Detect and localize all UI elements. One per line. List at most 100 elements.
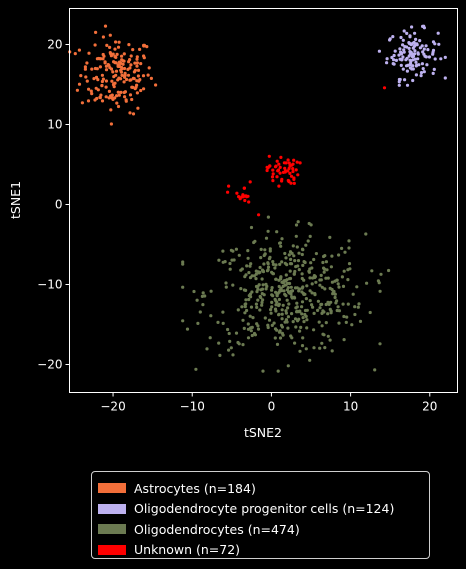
point-oligodendrocytes — [305, 318, 309, 322]
point-unknown — [273, 165, 278, 169]
legend-swatch-oligodendrocytes — [98, 524, 126, 535]
point-astrocytes — [113, 47, 117, 51]
point-oligodendrocytes — [274, 303, 278, 307]
point-astrocytes — [125, 77, 129, 82]
point-oligodendrocytes — [285, 320, 289, 324]
point-astrocytes — [131, 48, 135, 52]
point-astrocytes — [94, 30, 98, 34]
point-oligodendrocytes — [337, 309, 341, 313]
point-oligodendrocytes — [317, 320, 321, 324]
point-astrocytes — [116, 104, 121, 109]
point-oligodendrocytes — [277, 313, 281, 317]
point-oligodendrocytes — [266, 215, 270, 219]
point-oligodendrocytes — [231, 283, 235, 287]
point-oligodendrocytes — [301, 263, 305, 267]
point-oligodendrocytes — [221, 321, 225, 325]
point-astrocytes — [132, 77, 136, 81]
point-oligodendrocytes — [249, 262, 253, 266]
point-astrocytes — [112, 85, 116, 89]
point-oligodendrocytes — [292, 272, 296, 276]
point-unknown — [286, 169, 290, 173]
point-oligodendrocyte-progenitor-cells — [398, 47, 402, 51]
point-oligodendrocytes — [300, 305, 304, 309]
point-oligodendrocytes — [306, 239, 310, 243]
point-oligodendrocyte-progenitor-cells — [421, 67, 425, 71]
point-oligodendrocytes — [326, 312, 330, 316]
point-oligodendrocyte-progenitor-cells — [411, 64, 415, 68]
point-oligodendrocytes — [282, 289, 286, 293]
point-oligodendrocytes — [242, 326, 246, 330]
point-oligodendrocytes — [280, 237, 284, 241]
point-astrocytes — [87, 51, 91, 55]
point-oligodendrocytes — [330, 349, 334, 353]
x-axis-ticks: −20 −10 0 10 20 — [100, 392, 437, 414]
point-astrocytes — [83, 67, 87, 71]
point-oligodendrocytes — [274, 290, 278, 294]
point-oligodendrocytes — [248, 314, 252, 318]
point-oligodendrocyte-progenitor-cells — [413, 31, 417, 35]
point-astrocytes — [114, 69, 119, 73]
point-oligodendrocytes — [324, 321, 328, 325]
point-oligodendrocyte-progenitor-cells — [388, 37, 392, 41]
point-oligodendrocytes — [224, 281, 228, 285]
point-oligodendrocytes — [373, 368, 377, 372]
point-oligodendrocyte-progenitor-cells — [443, 55, 447, 60]
point-oligodendrocytes — [308, 289, 312, 293]
point-oligodendrocytes — [323, 346, 327, 350]
point-astrocytes — [95, 96, 99, 101]
point-oligodendrocyte-progenitor-cells — [405, 56, 409, 61]
point-astrocytes — [142, 54, 146, 58]
point-oligodendrocytes — [343, 250, 347, 254]
point-oligodendrocytes — [342, 269, 346, 273]
point-unknown — [292, 176, 296, 180]
point-astrocytes — [147, 66, 151, 70]
point-oligodendrocytes — [293, 269, 297, 274]
point-oligodendrocytes — [231, 353, 235, 357]
point-oligodendrocytes — [279, 286, 283, 290]
point-oligodendrocytes — [289, 334, 293, 338]
point-astrocytes — [154, 83, 158, 87]
point-oligodendrocytes — [314, 252, 318, 256]
point-oligodendrocytes — [262, 253, 266, 258]
point-oligodendrocytes — [294, 265, 298, 269]
point-astrocytes — [138, 47, 142, 52]
y-axis-ticks: −20 −10 0 10 20 — [37, 38, 70, 372]
point-astrocytes — [110, 79, 114, 83]
point-unknown — [294, 168, 298, 172]
point-unknown — [278, 171, 282, 175]
point-oligodendrocyte-progenitor-cells — [385, 61, 389, 65]
point-oligodendrocyte-progenitor-cells — [419, 74, 423, 78]
point-unknown — [287, 166, 291, 171]
point-astrocytes — [117, 40, 121, 44]
point-astrocytes — [139, 62, 143, 66]
point-astrocytes — [100, 99, 105, 103]
point-oligodendrocyte-progenitor-cells — [422, 26, 426, 30]
point-astrocytes — [116, 78, 120, 82]
point-oligodendrocytes — [266, 261, 270, 265]
point-oligodendrocytes — [252, 240, 256, 245]
point-oligodendrocytes — [341, 302, 345, 306]
point-astrocytes — [85, 79, 89, 83]
point-astrocytes — [133, 61, 137, 65]
point-oligodendrocytes — [276, 369, 280, 373]
point-oligodendrocytes — [260, 300, 264, 305]
point-oligodendrocytes — [259, 247, 263, 251]
point-oligodendrocyte-progenitor-cells — [409, 50, 413, 54]
point-oligodendrocytes — [243, 311, 247, 315]
point-astrocytes — [107, 89, 111, 93]
point-astrocytes — [100, 83, 104, 88]
point-astrocytes — [89, 89, 93, 93]
point-unknown — [247, 200, 251, 204]
point-oligodendrocytes — [308, 234, 312, 238]
point-oligodendrocytes — [335, 299, 339, 303]
point-oligodendrocytes — [267, 318, 272, 322]
point-oligodendrocytes — [221, 260, 225, 264]
point-astrocytes — [99, 93, 103, 97]
point-oligodendrocyte-progenitor-cells — [402, 50, 406, 54]
point-oligodendrocytes — [293, 259, 297, 263]
point-oligodendrocytes — [259, 256, 263, 260]
point-oligodendrocyte-progenitor-cells — [401, 67, 405, 71]
point-oligodendrocytes — [275, 342, 280, 346]
point-oligodendrocytes — [336, 305, 340, 309]
point-astrocytes — [123, 90, 127, 94]
